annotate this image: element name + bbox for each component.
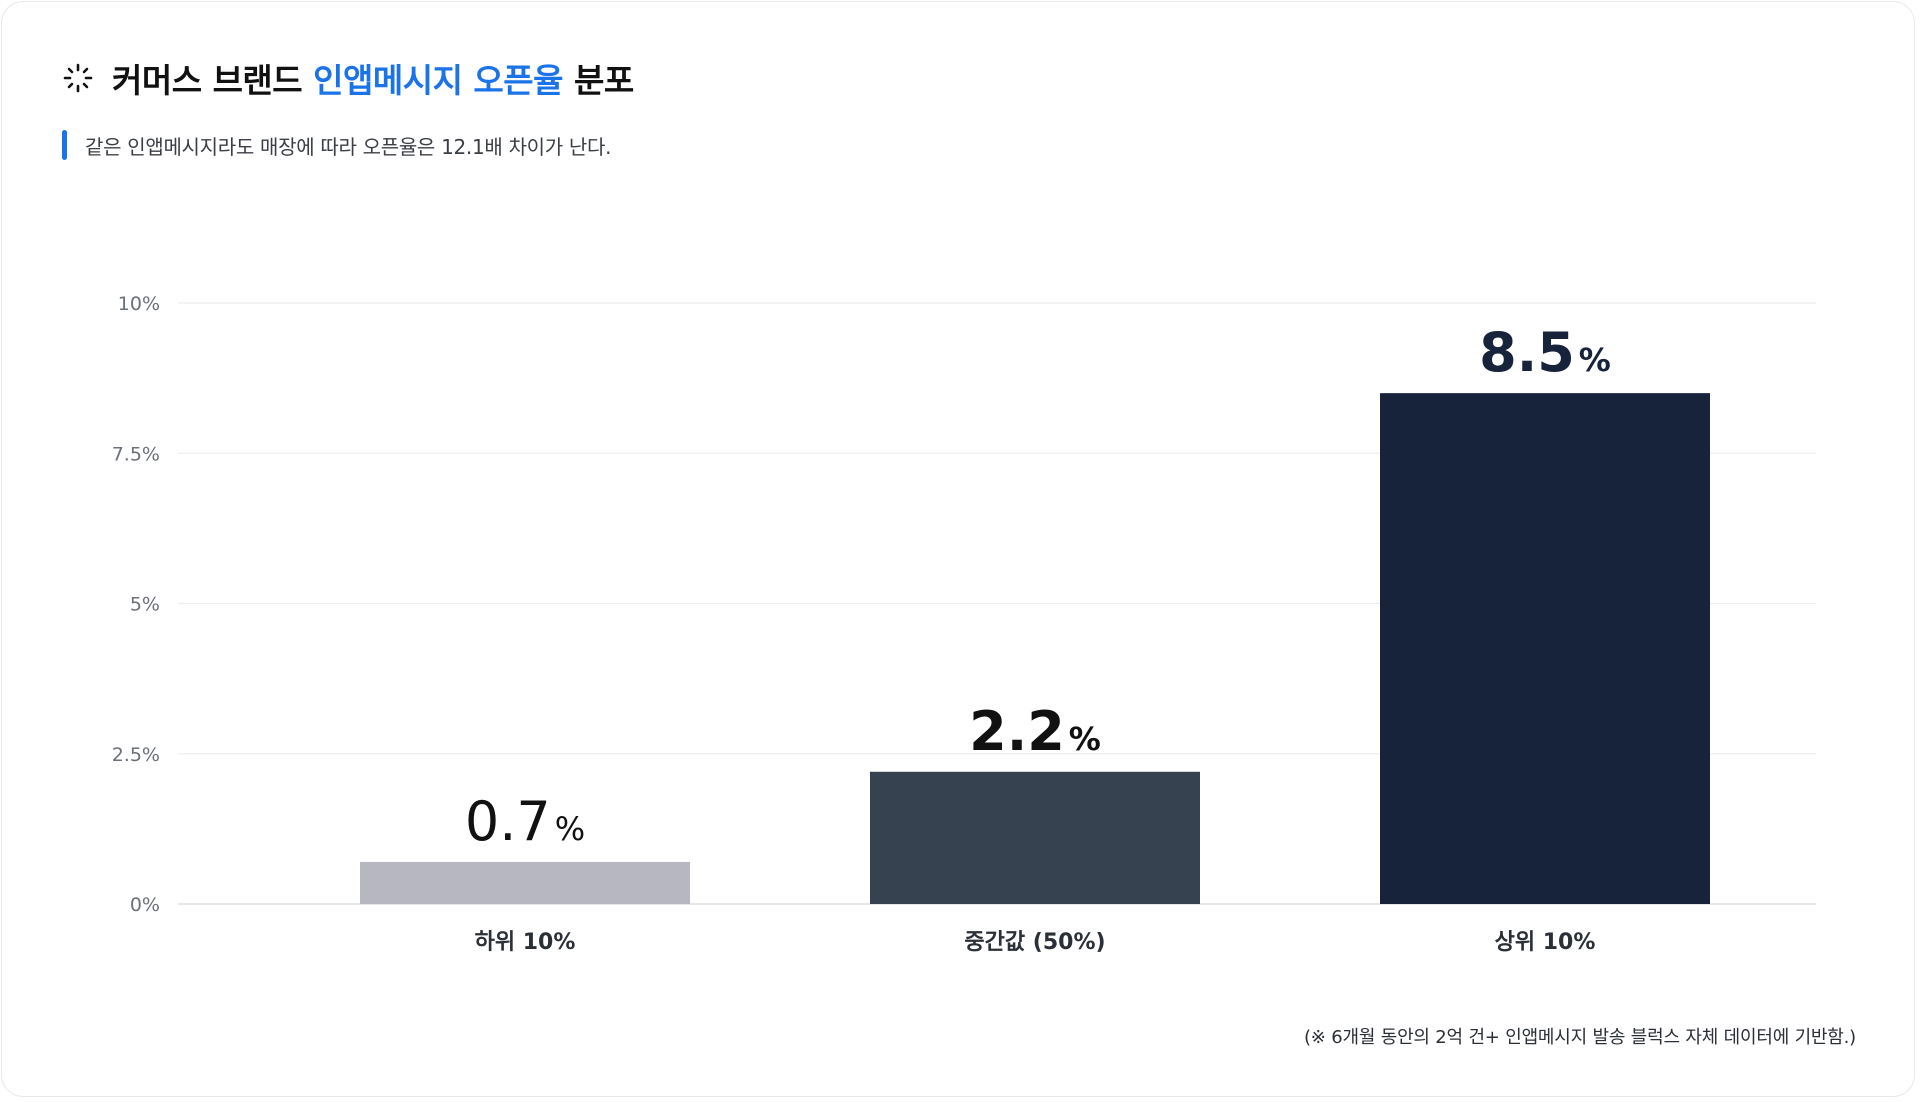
data-label: 2.2% [969, 700, 1101, 763]
y-tick-label: 0% [130, 894, 160, 916]
x-category-label: 상위 10% [1495, 930, 1596, 955]
y-tick-label: 10% [118, 293, 160, 315]
y-tick-label: 5% [130, 594, 160, 616]
bar [360, 861, 690, 904]
subtitle-accent-bar [62, 130, 67, 160]
title-row: 커머스 브랜드 인앱메시지 오픈율 분포 [62, 54, 634, 102]
footnote: (※ 6개월 동안의 2억 건+ 인앱메시지 발송 블럭스 자체 데이터에 기반… [1303, 1027, 1856, 1048]
x-category-label: 중간값 (50%) [964, 930, 1105, 955]
y-tick-label: 7.5% [112, 443, 160, 465]
subtitle: 같은 인앱메시지라도 매장에 따라 오픈율은 12.1배 차이가 난다. [85, 134, 612, 159]
title-suffix: 분포 [563, 61, 634, 100]
y-tick-label: 2.5% [112, 744, 160, 766]
bar [1380, 393, 1710, 904]
title-prefix: 커머스 브랜드 [112, 61, 314, 100]
page-title: 커머스 브랜드 인앱메시지 오픈율 분포 [112, 54, 634, 102]
data-label: 8.5% [1479, 321, 1611, 384]
subtitle-row: 같은 인앱메시지라도 매장에 따라 오픈율은 12.1배 차이가 난다. [62, 129, 612, 161]
data-label: 0.7% [465, 790, 585, 853]
x-category-label: 하위 10% [475, 930, 576, 955]
bar [870, 771, 1200, 904]
title-highlight: 인앱메시지 오픈율 [313, 61, 564, 100]
sparkle-loader-icon [63, 63, 93, 93]
